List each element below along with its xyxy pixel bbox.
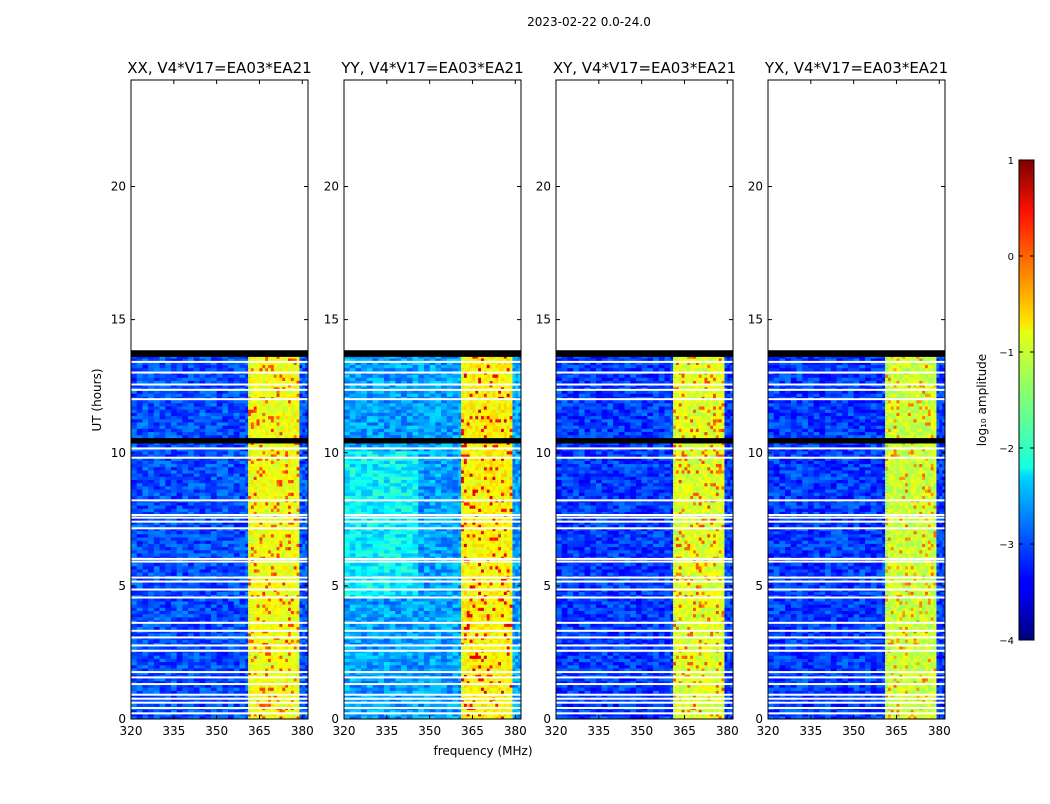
flagged-gap [131,597,308,599]
x-tick-label: 335 [162,724,185,738]
flagged-gap [131,457,308,459]
flagged-gap [131,683,308,685]
y-tick-label: 10 [111,446,126,460]
panels-group: 320 335 350 365 380 0 5 10 15 20 XX, V4*V17=EA03*E… [111,59,951,738]
panel-1: 320 335 350 365 380 0 5 10 15 20 XX, V4*V17=EA03*E… [111,59,314,738]
flagged-gap [131,630,308,632]
flagged-gap [131,361,308,363]
flagged-gap [131,589,308,591]
panel-title: XX, V4*V17=EA03*EA21 [127,59,311,77]
flagged-band [131,438,308,443]
x-tick-label: 380 [291,724,314,738]
panel-heatmap [131,80,309,720]
flagged-gap [131,577,308,579]
flagged-gap [131,561,308,563]
flagged-gap [131,514,308,516]
flagged-gap [131,527,308,529]
flagged-gap [131,644,308,646]
flagged-gap [131,384,308,386]
flagged-gap [131,676,308,678]
flagged-gap [131,499,308,501]
x-tick-label: 350 [205,724,228,738]
y-tick-label: 20 [111,180,126,194]
flagged-gap [131,558,308,560]
flagged-gap [131,702,308,704]
flagged-gap [131,698,308,700]
flagged-gap [131,372,308,374]
flagged-band [131,350,308,357]
flagged-gap [131,622,308,624]
y-tick-label: 5 [118,579,126,593]
y-tick-label: 0 [118,712,126,726]
flagged-gap [131,707,308,709]
flagged-gap [131,517,308,519]
flagged-gap [131,671,308,673]
x-tick-label: 320 [120,724,143,738]
panel-heatmap [344,80,522,720]
flagged-gap [131,712,308,714]
y-tick-label: 15 [111,313,126,327]
flagged-gap [131,636,308,638]
flagged-gap [131,694,308,696]
flagged-gap [131,521,308,523]
figure-title: 2023-02-22 0.0-24.0 [527,15,651,29]
x-tick-label: 365 [248,724,271,738]
flagged-gap [131,581,308,583]
flagged-gap [131,398,308,400]
flagged-gap [131,447,308,449]
flagged-gap [131,650,308,652]
flagged-gap [131,389,308,391]
